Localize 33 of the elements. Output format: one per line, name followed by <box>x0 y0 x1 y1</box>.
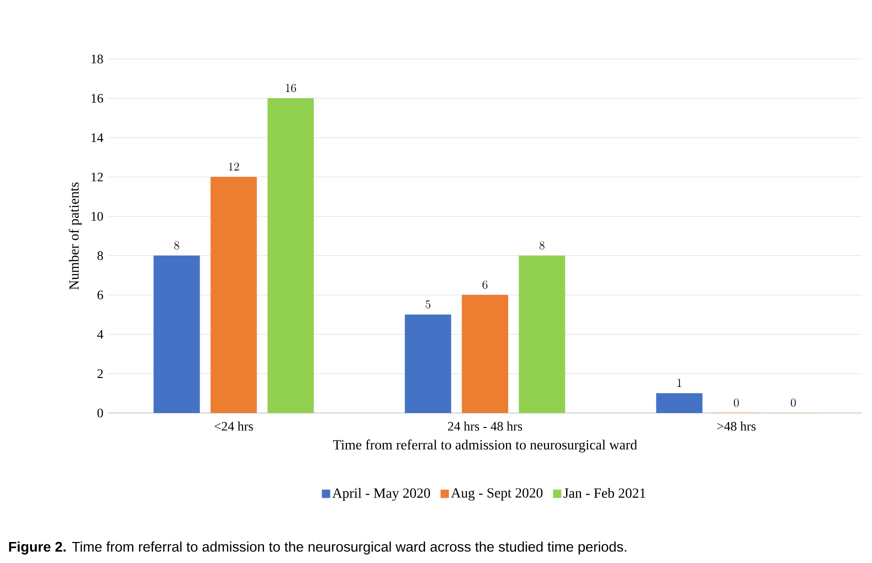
legend-label: April - May 2020 <box>332 488 430 501</box>
x-axis-title: Time from referral to admission to neurosurgical ward <box>333 440 638 452</box>
data-label: 8 <box>174 241 180 250</box>
x-tick-label: <24 hrs <box>214 422 253 431</box>
data-label: 1 <box>678 378 682 387</box>
data-label: 6 <box>482 280 488 289</box>
x-tick-label: >48 hrs <box>717 422 756 431</box>
bar <box>518 256 566 414</box>
legend-label: Aug - Sept 2020 <box>450 488 542 501</box>
data-label: 16 <box>286 84 296 92</box>
y-tick-label: 16 <box>92 94 104 103</box>
bar <box>404 314 452 414</box>
y-tick-label: 10 <box>92 212 103 221</box>
data-label: 12 <box>228 162 239 171</box>
bar <box>656 393 702 414</box>
text: Figure 2. Time from referral to admission to the neurosurgical ward across the studied time periods. <box>9 541 626 555</box>
bar <box>268 98 314 414</box>
y-axis-title: Number of patients <box>68 182 82 290</box>
legend-label: Jan - Feb 2021 <box>564 488 646 498</box>
data-label: 8 <box>540 241 544 250</box>
y-tick-label: 6 <box>98 290 104 300</box>
y-tick-label: 8 <box>97 251 103 260</box>
y-tick-label: 12 <box>92 172 103 182</box>
x-tick-label: 24 hrs - 48 hrs <box>448 422 522 431</box>
y-tick-label: 4 <box>97 330 104 339</box>
data-label: 0 <box>734 398 739 407</box>
data-label: 5 <box>426 300 430 308</box>
y-tick-label: 0 <box>97 408 103 418</box>
y-tick-label: 18 <box>92 54 103 64</box>
y-tick-label: 14 <box>92 133 104 142</box>
data-label: 0 <box>790 398 796 407</box>
bar <box>154 256 200 414</box>
y-tick-label: 2 <box>98 369 103 378</box>
